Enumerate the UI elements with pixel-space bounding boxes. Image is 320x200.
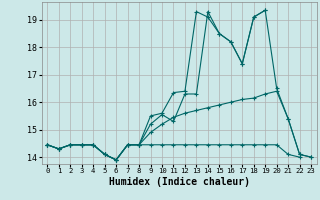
X-axis label: Humidex (Indice chaleur): Humidex (Indice chaleur)	[109, 177, 250, 187]
